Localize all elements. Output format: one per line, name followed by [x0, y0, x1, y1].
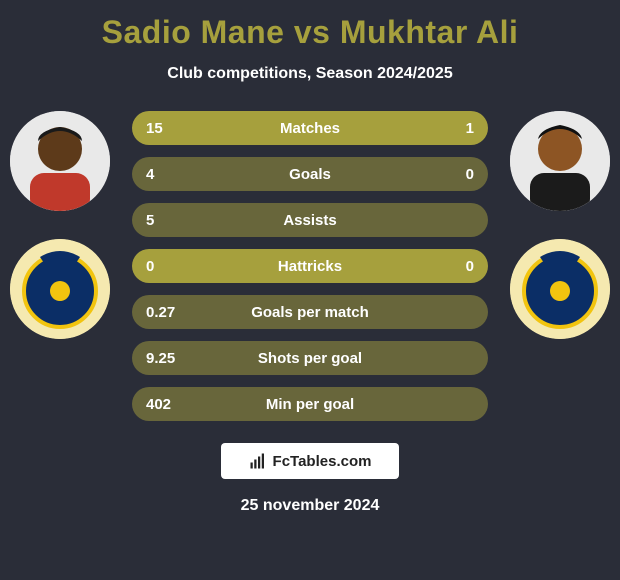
- club-badge-icon: [510, 239, 610, 339]
- right-column: [500, 111, 620, 339]
- stat-row-matches: 15 Matches 1: [132, 111, 488, 145]
- stat-label: Assists: [194, 212, 426, 229]
- branding-label: FcTables.com: [273, 453, 372, 470]
- stats-column: 15 Matches 1 4 Goals 0 5 Assists 0 Hattr…: [132, 111, 488, 421]
- stat-right-value: 1: [426, 120, 474, 137]
- player-left-avatar: [10, 111, 110, 211]
- stat-left-value: 5: [146, 212, 194, 229]
- main-row: 15 Matches 1 4 Goals 0 5 Assists 0 Hattr…: [0, 111, 620, 421]
- club-badge-icon: [10, 239, 110, 339]
- stat-row-hattricks: 0 Hattricks 0: [132, 249, 488, 283]
- stat-left-value: 9.25: [146, 350, 194, 367]
- stat-right-value: 0: [426, 166, 474, 183]
- date-label: 25 november 2024: [241, 497, 380, 515]
- stat-row-assists: 5 Assists: [132, 203, 488, 237]
- stat-left-value: 15: [146, 120, 194, 137]
- stat-label: Min per goal: [194, 396, 426, 413]
- comparison-card: Sadio Mane vs Mukhtar Ali Club competiti…: [0, 0, 620, 580]
- player-left-avatar-icon: [10, 111, 110, 211]
- stat-row-min-per-goal: 402 Min per goal: [132, 387, 488, 421]
- chart-icon: [249, 452, 267, 470]
- player-right-avatar: [510, 111, 610, 211]
- stat-right-value: 0: [426, 258, 474, 275]
- page-subtitle: Club competitions, Season 2024/2025: [167, 65, 452, 83]
- stat-label: Shots per goal: [194, 350, 426, 367]
- player-right-avatar-icon: [510, 111, 610, 211]
- branding-badge[interactable]: FcTables.com: [221, 443, 399, 479]
- stat-label: Matches: [194, 120, 426, 137]
- stat-left-value: 0: [146, 258, 194, 275]
- stat-left-value: 0.27: [146, 304, 194, 321]
- page-title: Sadio Mane vs Mukhtar Ali: [102, 14, 519, 51]
- stat-row-goals-per-match: 0.27 Goals per match: [132, 295, 488, 329]
- left-column: [0, 111, 120, 339]
- stat-label: Goals per match: [194, 304, 426, 321]
- stat-left-value: 402: [146, 396, 194, 413]
- stat-label: Hattricks: [194, 258, 426, 275]
- player-left-club-badge: [10, 239, 110, 339]
- stat-left-value: 4: [146, 166, 194, 183]
- player-right-club-badge: [510, 239, 610, 339]
- stat-label: Goals: [194, 166, 426, 183]
- stat-row-goals: 4 Goals 0: [132, 157, 488, 191]
- stat-row-shots-per-goal: 9.25 Shots per goal: [132, 341, 488, 375]
